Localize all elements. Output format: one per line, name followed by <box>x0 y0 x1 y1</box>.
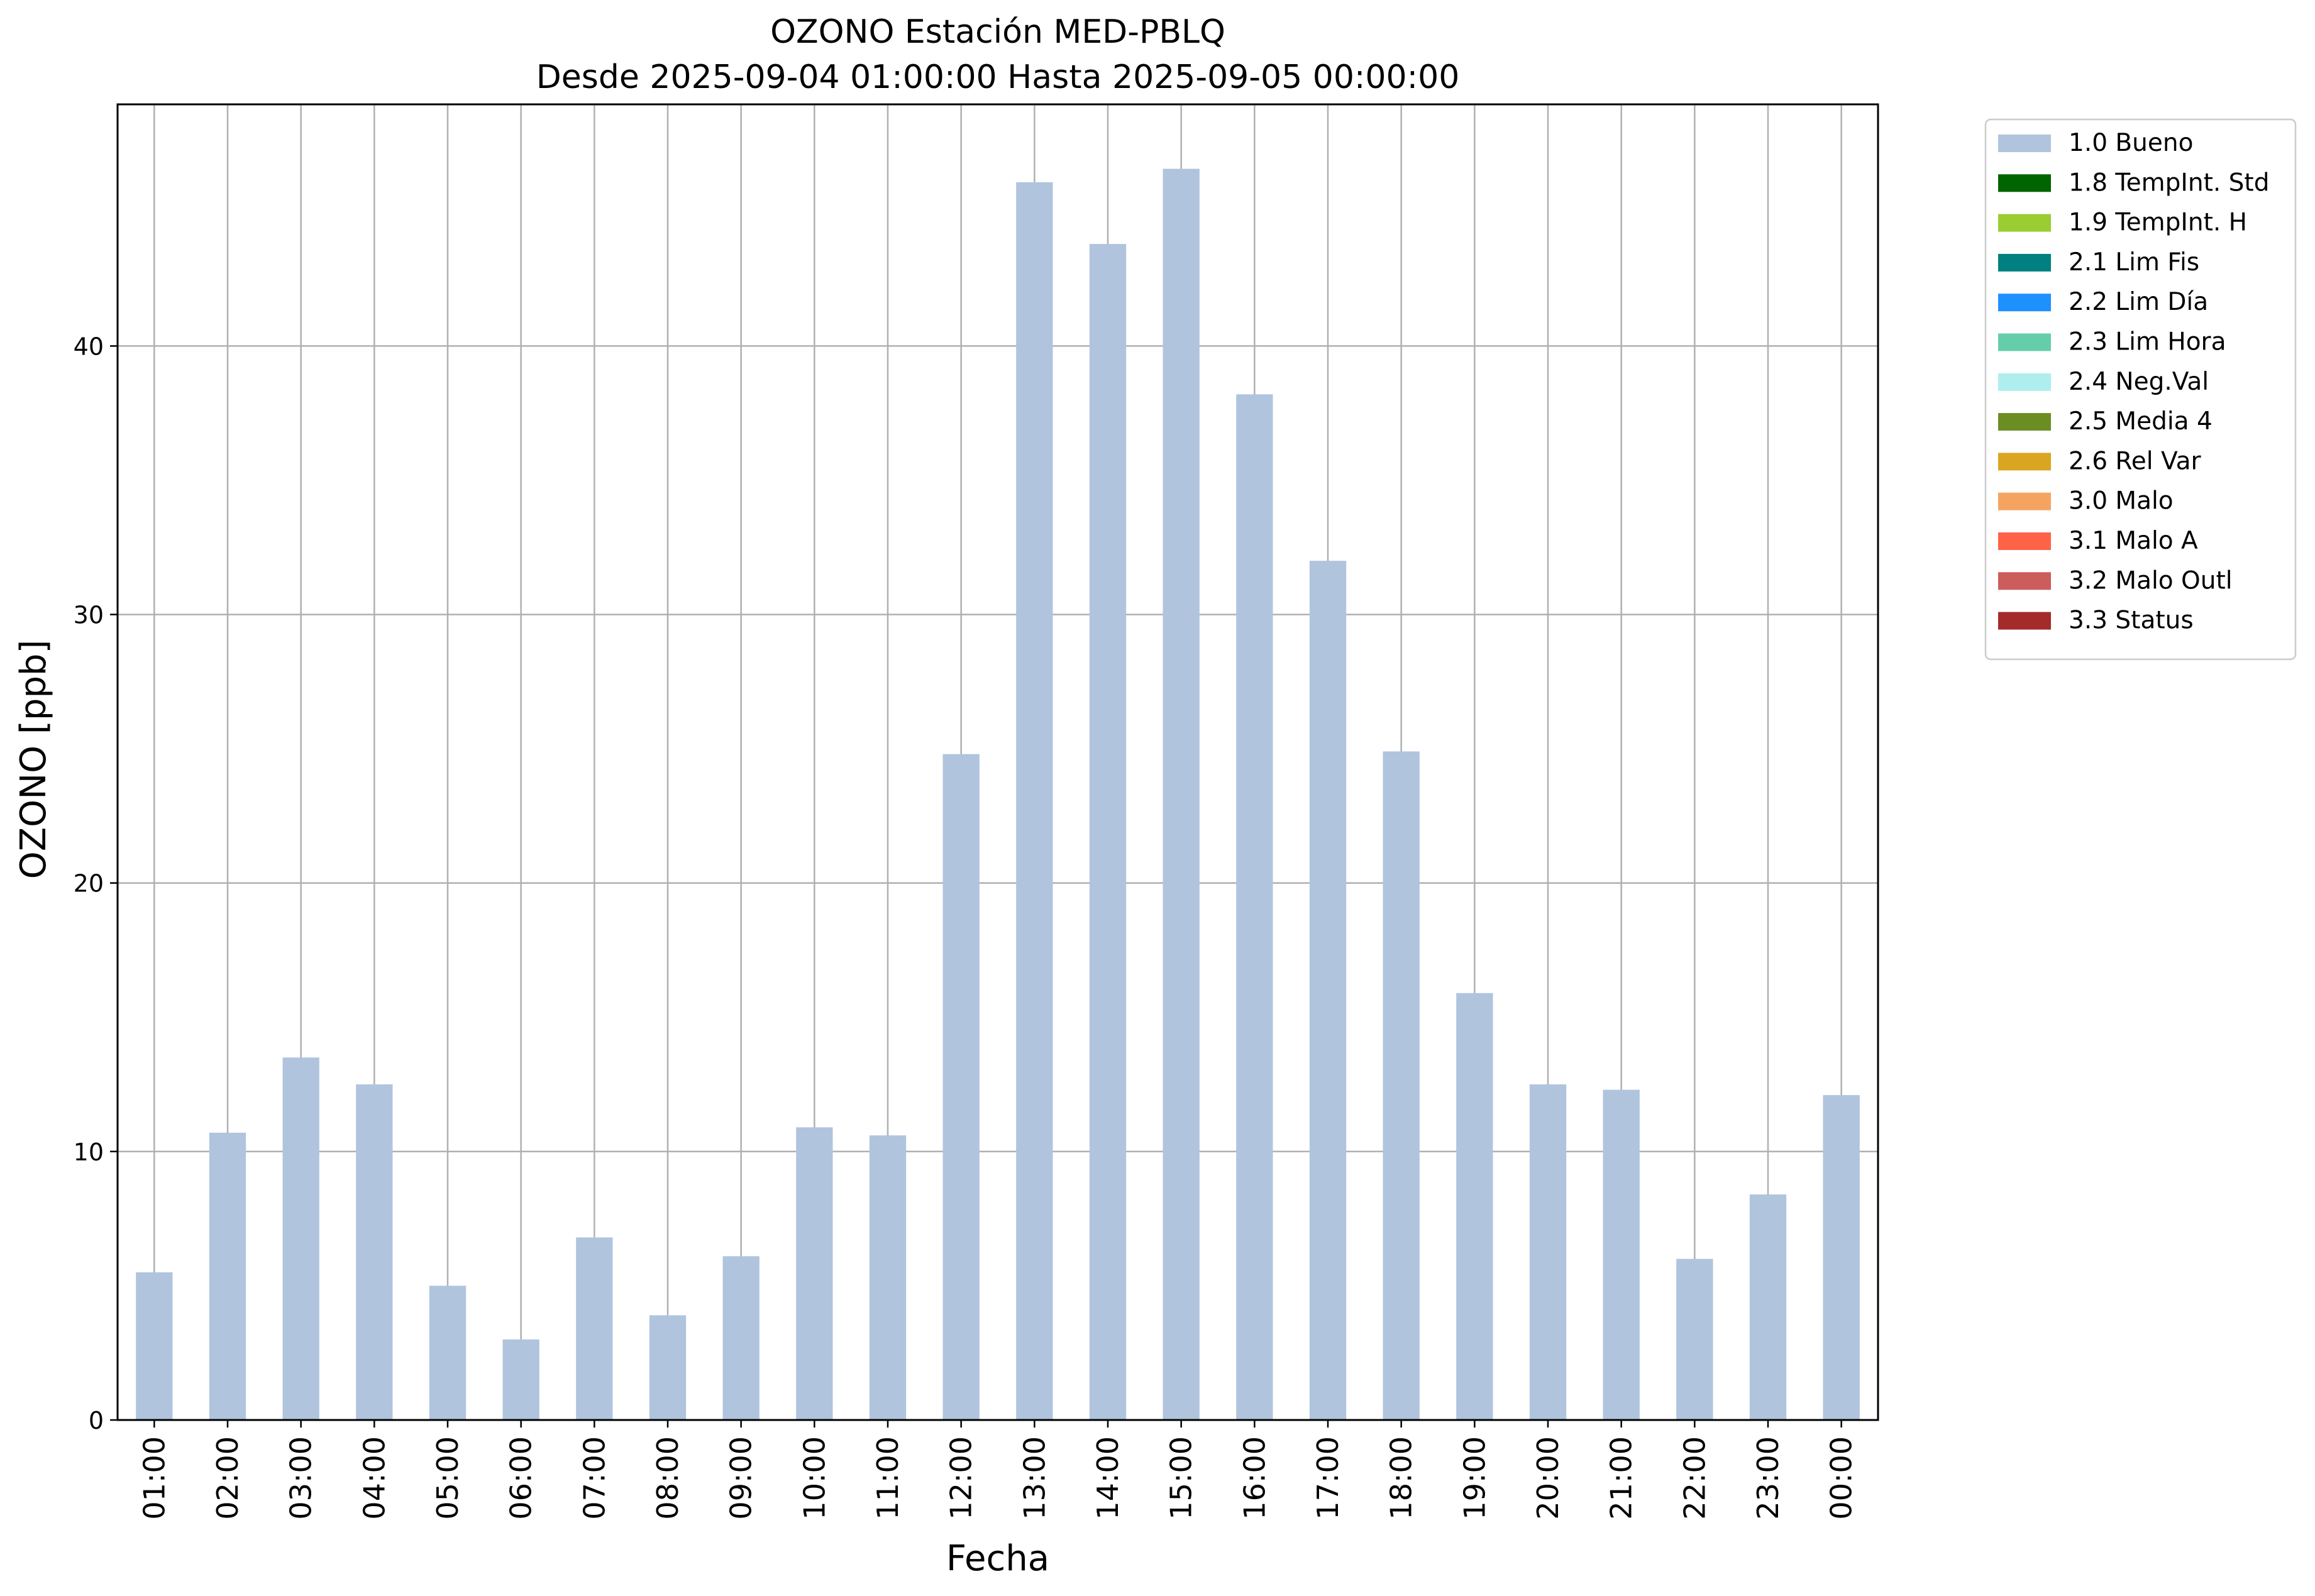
y-tick-label: 10 <box>74 1138 104 1166</box>
y-axis-label: OZONO [ppb] <box>13 640 54 879</box>
x-tick-label: 07:00 <box>577 1436 611 1520</box>
legend: 1.0 Bueno 1.8 TempInt. Std 1.9 TempInt. H 2… <box>1984 118 2297 661</box>
x-tick-label: 13:00 <box>1017 1436 1051 1520</box>
bar <box>1016 182 1053 1420</box>
x-tick-label: 21:00 <box>1605 1436 1638 1520</box>
bar <box>1529 1084 1567 1420</box>
legend-label: 3.2 Malo Outl <box>2069 566 2233 595</box>
bar <box>796 1127 833 1420</box>
legend-label: 1.9 TempInt. H <box>2069 209 2247 237</box>
x-tick-label: 09:00 <box>724 1436 758 1520</box>
legend-label: 2.3 Lim Hora <box>2069 328 2226 356</box>
bar <box>209 1132 246 1420</box>
x-axis: 01:00 02:00 03:00 04:00 05:00 06:00 07:00 08:00… <box>137 1420 1859 1520</box>
legend-swatch <box>1998 612 2051 630</box>
bar <box>502 1339 539 1420</box>
bar <box>1749 1194 1787 1420</box>
legend-swatch <box>1998 373 2051 391</box>
legend-label: 2.2 Lim Día <box>2069 288 2208 316</box>
bar <box>649 1315 687 1420</box>
x-tick-label: 00:00 <box>1825 1436 1859 1520</box>
chart-subtitle: Desde 2025-09-04 01:00:00 Hasta 2025-09-… <box>536 58 1460 96</box>
legend-label: 2.1 Lim Fis <box>2069 248 2199 277</box>
bar <box>1236 394 1273 1421</box>
y-tick-label: 20 <box>74 870 104 898</box>
legend-swatch <box>1998 333 2051 351</box>
bar <box>1309 561 1347 1421</box>
legend-swatch <box>1998 253 2051 272</box>
x-tick-label: 16:00 <box>1237 1436 1271 1520</box>
x-tick-label: 18:00 <box>1384 1436 1418 1520</box>
x-tick-label: 08:00 <box>651 1436 685 1520</box>
legend-swatch <box>1998 174 2051 192</box>
y-tick-label: 30 <box>74 602 104 629</box>
bar <box>1383 751 1420 1420</box>
x-tick-label: 19:00 <box>1457 1436 1491 1520</box>
legend-label: 1.8 TempInt. Std <box>2069 168 2269 197</box>
bars <box>136 168 1860 1421</box>
x-tick-label: 04:00 <box>357 1436 391 1520</box>
legend-swatch <box>1998 294 2051 312</box>
legend-label: 2.4 Neg.Val <box>2069 368 2209 396</box>
legend-label: 3.3 Status <box>2069 607 2194 635</box>
legend-swatch <box>1998 492 2051 510</box>
bar <box>722 1256 760 1420</box>
x-tick-label: 12:00 <box>944 1436 978 1520</box>
bar <box>942 754 980 1420</box>
bar <box>869 1135 907 1420</box>
legend-swatch <box>1998 453 2051 471</box>
bar <box>1823 1095 1860 1420</box>
x-tick-label: 11:00 <box>871 1436 905 1520</box>
y-axis: 0 10 20 30 40 <box>74 333 118 1434</box>
legend-swatch <box>1998 413 2051 431</box>
bar <box>282 1057 319 1420</box>
bar <box>136 1272 173 1420</box>
x-axis-label: Fecha <box>946 1538 1049 1579</box>
x-tick-label: 20:00 <box>1531 1436 1565 1520</box>
legend-label: 3.1 Malo A <box>2069 527 2198 555</box>
x-tick-label: 14:00 <box>1091 1436 1125 1520</box>
legend-label: 1.0 Bueno <box>2069 129 2193 157</box>
chart-title: OZONO Estación MED-PBLQ <box>770 13 1225 51</box>
x-tick-label: 02:00 <box>211 1436 245 1520</box>
bar <box>1603 1089 1640 1420</box>
x-tick-label: 01:00 <box>137 1436 171 1520</box>
y-tick-label: 0 <box>89 1407 104 1434</box>
x-tick-label: 15:00 <box>1164 1436 1198 1520</box>
bar <box>1456 993 1493 1420</box>
legend-label: 3.0 Malo <box>2069 487 2174 515</box>
plot-frame <box>116 103 1879 1421</box>
bar <box>576 1237 613 1420</box>
x-tick-label: 10:00 <box>797 1436 831 1520</box>
x-tick-label: 03:00 <box>284 1436 318 1520</box>
legend-box <box>1984 118 2297 661</box>
legend-swatch <box>1998 532 2051 550</box>
x-tick-label: 17:00 <box>1311 1436 1345 1520</box>
bar <box>1089 244 1127 1421</box>
legend-swatch <box>1998 214 2051 232</box>
legend-label: 2.5 Media 4 <box>2069 407 2213 436</box>
y-tick-label: 40 <box>74 333 104 360</box>
bar <box>429 1285 467 1420</box>
bar <box>1676 1258 1713 1420</box>
legend-swatch <box>1998 572 2051 590</box>
x-tick-label: 05:00 <box>431 1436 465 1520</box>
x-tick-label: 06:00 <box>504 1436 538 1520</box>
x-tick-label: 23:00 <box>1751 1436 1785 1520</box>
legend-swatch <box>1998 135 2051 152</box>
x-tick-label: 22:00 <box>1677 1436 1711 1520</box>
bar <box>356 1084 393 1420</box>
bar <box>1163 168 1200 1420</box>
legend-label: 2.6 Rel Var <box>2069 447 2202 475</box>
